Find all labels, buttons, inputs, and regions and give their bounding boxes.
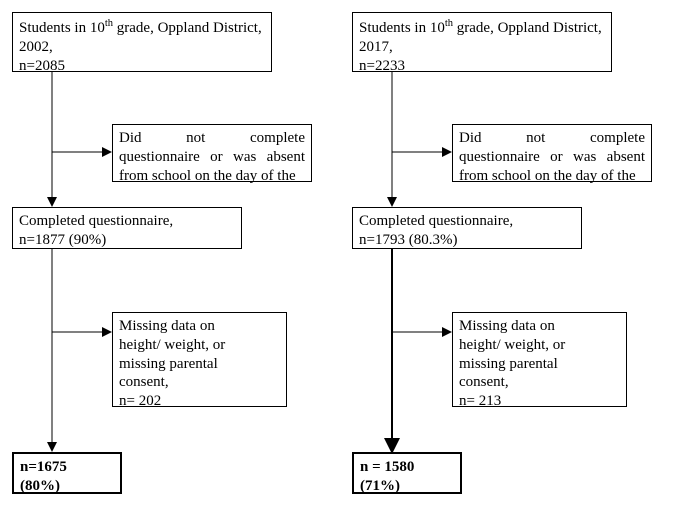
final-l2: (71%) bbox=[360, 478, 400, 494]
box-exclusion2-2002: Missing data on height/ weight, or missi… bbox=[112, 312, 287, 407]
top-line3: n=2233 bbox=[359, 58, 405, 74]
box-final-2002: n=1675 (80%) bbox=[12, 452, 122, 494]
box-final-2017: n = 1580 (71%) bbox=[352, 452, 462, 494]
excl2-l5: n= 213 bbox=[459, 393, 501, 409]
excl2-l4: consent, bbox=[459, 374, 509, 390]
box-exclusion1-2002: Did not complete questionnaire or was ab… bbox=[112, 124, 312, 182]
flowchart: Students in 10th grade, Oppland District… bbox=[12, 12, 673, 506]
box-top-2017: Students in 10th grade, Oppland District… bbox=[352, 12, 612, 72]
excl2-l4: consent, bbox=[119, 374, 169, 390]
top-line1b: grade, Oppland District, bbox=[453, 20, 602, 36]
top-line2: 2002, bbox=[19, 39, 53, 55]
box-completed-2017: Completed questionnaire, n=1793 (80.3%) bbox=[352, 207, 582, 249]
box-exclusion2-2017: Missing data on height/ weight, or missi… bbox=[452, 312, 627, 407]
comp-line1: Completed questionnaire, bbox=[19, 213, 173, 229]
box-exclusion1-2017: Did not complete questionnaire or was ab… bbox=[452, 124, 652, 182]
excl2-l1: Missing data on bbox=[459, 318, 555, 334]
excl2-l5: n= 202 bbox=[119, 393, 161, 409]
final-l2: (80%) bbox=[20, 478, 60, 494]
final-l1: n=1675 bbox=[20, 459, 67, 475]
arrows-left bbox=[12, 12, 332, 507]
top-line1a: Students in 10 bbox=[19, 20, 105, 36]
final-l1: n = 1580 bbox=[360, 459, 414, 475]
arrows-right bbox=[352, 12, 672, 507]
top-line1a: Students in 10 bbox=[359, 20, 445, 36]
top-line2: 2017, bbox=[359, 39, 393, 55]
top-line1b: grade, Oppland District, bbox=[113, 20, 262, 36]
top-line3: n=2085 bbox=[19, 58, 65, 74]
excl1-text: Did not complete questionnaire or was ab… bbox=[459, 130, 645, 184]
comp-line2: n=1793 (80.3%) bbox=[359, 232, 457, 248]
excl2-l3: missing parental bbox=[459, 356, 558, 372]
box-top-2002: Students in 10th grade, Oppland District… bbox=[12, 12, 272, 72]
excl1-text: Did not complete questionnaire or was ab… bbox=[119, 130, 305, 184]
excl2-l2: height/ weight, or bbox=[119, 337, 225, 353]
excl2-l2: height/ weight, or bbox=[459, 337, 565, 353]
top-sup: th bbox=[105, 18, 113, 29]
comp-line2: n=1877 (90%) bbox=[19, 232, 106, 248]
excl2-l3: missing parental bbox=[119, 356, 218, 372]
top-sup: th bbox=[445, 18, 453, 29]
box-completed-2002: Completed questionnaire, n=1877 (90%) bbox=[12, 207, 242, 249]
excl2-l1: Missing data on bbox=[119, 318, 215, 334]
comp-line1: Completed questionnaire, bbox=[359, 213, 513, 229]
